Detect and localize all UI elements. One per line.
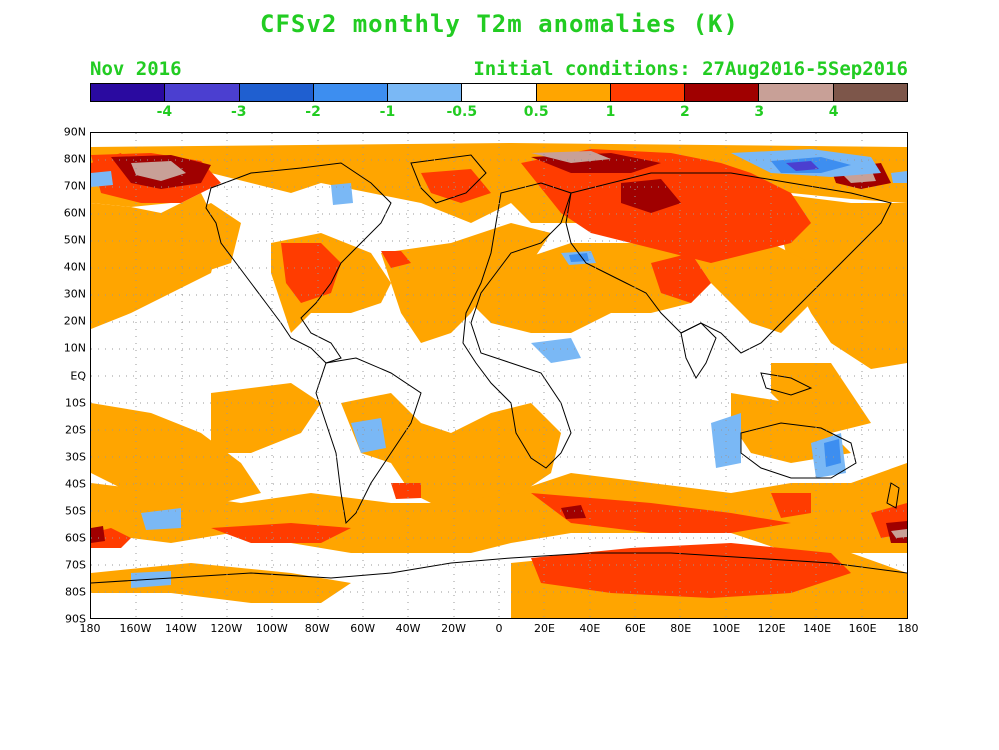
longitude-label: 100W [255,622,288,635]
anomaly-map [90,132,908,619]
legend-label: -4 [156,104,173,120]
forecast-month: Nov 2016 [90,58,182,80]
legend-label: 2 [680,104,690,120]
latitude-label: 10S [65,396,86,410]
legend-swatch [833,84,907,101]
longitude-label: 140E [803,622,832,635]
latitude-label: 80S [65,585,86,599]
legend-label: 0.5 [523,104,549,120]
latitude-label: 30N [63,287,86,301]
legend-label: 3 [754,104,765,120]
longitude-label: 180 [79,622,101,635]
legend-swatch [313,84,389,101]
latitude-label: 40N [63,260,86,274]
longitude-label: 160E [848,622,877,635]
latitude-label: 40S [65,477,86,491]
longitude-label: 60W [350,622,376,635]
latitude-label: 50N [63,233,86,247]
longitude-label: 80W [304,622,330,635]
anomaly-deep-blue-regions [786,161,819,171]
latitude-label: 30S [65,450,86,464]
longitude-label: 180 [897,622,919,635]
longitude-label: 20E [533,622,555,635]
legend-swatch [462,84,537,101]
latitude-label: 90S [65,612,86,626]
longitude-label: 100E [712,622,741,635]
legend-label: -1 [379,104,396,120]
legend-label: -0.5 [446,104,478,120]
longitude-label: 40E [579,622,601,635]
latitude-label: 60S [65,531,86,545]
legend-swatch [239,84,314,101]
longitude-label: 120E [757,622,786,635]
longitude-label: 0 [495,622,503,635]
legend-label: -2 [305,104,321,120]
latitude-label: 80N [63,152,86,166]
color-legend-bar [90,83,908,102]
longitude-label: 80E [670,622,692,635]
graticule [91,133,907,618]
legend-swatch [91,84,166,101]
longitude-label: 140W [164,622,197,635]
legend-label: 4 [828,104,839,120]
longitude-label: 120W [210,622,243,635]
map-title: CFSv2 monthly T2m anomalies (K) [260,10,739,38]
latitude-label: 60N [63,206,86,220]
longitude-label: 40W [395,622,421,635]
latitude-label: 70S [65,558,86,572]
legend-swatch [388,84,463,101]
legend-label: -3 [230,104,247,120]
longitude-label: 20W [441,622,466,635]
latitude-label: EQ [70,369,86,382]
anomaly-brown-regions [131,151,907,538]
latitude-label: 50S [65,504,86,518]
latitude-label: 20N [63,314,86,328]
latitude-label: 90N [63,125,86,139]
map-canvas [91,133,907,618]
latitude-label: 10N [63,341,86,355]
legend-swatch [685,84,760,101]
legend-swatch [536,84,611,101]
legend-swatch [165,84,240,101]
legend-label: 1 [605,104,616,120]
latitude-label: 20S [65,423,86,437]
coastlines [91,154,907,584]
latitude-label: 70N [63,179,86,193]
legend-swatch [610,84,686,101]
longitude-label: 60E [624,622,646,635]
legend-swatch [759,84,834,101]
longitude-label: 160W [119,622,152,635]
initial-conditions: Initial conditions: 27Aug2016-5Sep2016 [473,58,908,80]
